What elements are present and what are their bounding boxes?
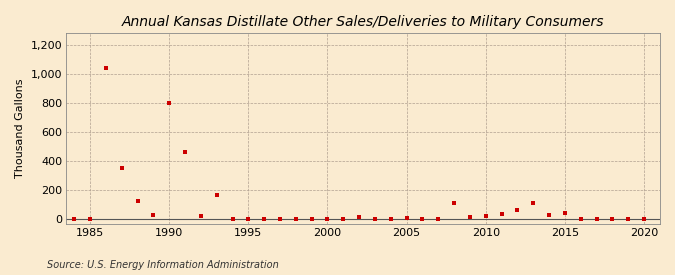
Point [369, 217, 380, 221]
Point [306, 217, 317, 221]
Point [290, 217, 301, 221]
Y-axis label: Thousand Gallons: Thousand Gallons [15, 79, 25, 178]
Point [180, 150, 190, 155]
Point [338, 217, 349, 221]
Point [84, 217, 95, 222]
Point [639, 217, 649, 221]
Point [512, 208, 523, 212]
Point [543, 213, 554, 217]
Point [322, 216, 333, 221]
Point [464, 214, 475, 219]
Point [227, 217, 238, 222]
Point [433, 216, 443, 221]
Point [481, 214, 491, 218]
Point [211, 192, 222, 197]
Point [607, 217, 618, 221]
Point [591, 217, 602, 221]
Point [116, 166, 127, 171]
Title: Annual Kansas Distillate Other Sales/Deliveries to Military Consumers: Annual Kansas Distillate Other Sales/Del… [122, 15, 604, 29]
Point [496, 212, 507, 216]
Point [243, 217, 254, 221]
Point [449, 200, 460, 205]
Point [275, 217, 286, 221]
Point [101, 66, 111, 70]
Point [385, 217, 396, 221]
Point [575, 217, 586, 221]
Text: Source: U.S. Energy Information Administration: Source: U.S. Energy Information Administ… [47, 260, 279, 270]
Point [164, 101, 175, 105]
Point [560, 211, 570, 215]
Point [354, 215, 364, 219]
Point [196, 214, 207, 218]
Point [148, 213, 159, 217]
Point [417, 217, 428, 221]
Point [623, 217, 634, 221]
Point [132, 199, 143, 204]
Point [528, 200, 539, 205]
Point [69, 217, 80, 222]
Point [401, 216, 412, 220]
Point [259, 217, 269, 221]
